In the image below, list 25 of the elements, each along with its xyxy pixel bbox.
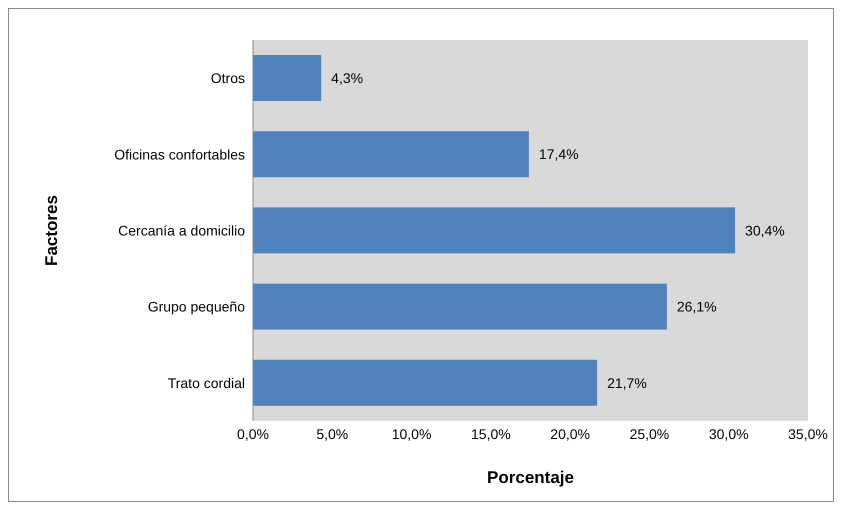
y-tick-label: Trato cordial: [168, 374, 245, 391]
x-axis-title: Porcentaje: [487, 468, 574, 487]
bar: [253, 207, 736, 254]
bar: [253, 284, 667, 330]
y-tick-label: Grupo pequeño: [148, 298, 246, 315]
bar: [253, 55, 322, 101]
y-tick-label: Otros: [210, 70, 245, 86]
y-axis-title: Factores: [42, 195, 62, 266]
data-label: 4,3%: [331, 70, 364, 86]
x-tick-label: 15,0%: [471, 426, 511, 442]
data-label: 26,1%: [676, 298, 717, 315]
y-tick-label: Cercanía a domicilio: [118, 222, 246, 238]
x-tick-label: 25,0%: [630, 426, 670, 442]
x-tick-label: 0,0%: [237, 426, 269, 442]
x-tick-label: 10,0%: [392, 426, 432, 442]
y-tick-label: Oficinas confortables: [114, 146, 245, 162]
data-label: 30,4%: [745, 222, 785, 238]
x-tick-label: 20,0%: [550, 426, 590, 442]
data-label: 17,4%: [538, 146, 579, 162]
data-label: 21,7%: [607, 374, 647, 391]
x-tick-label: 30,0%: [708, 426, 749, 442]
bar: [253, 360, 598, 406]
bar: [253, 131, 529, 178]
x-tick-label: 5,0%: [316, 426, 348, 442]
x-tick-label: 35,0%: [788, 426, 828, 442]
